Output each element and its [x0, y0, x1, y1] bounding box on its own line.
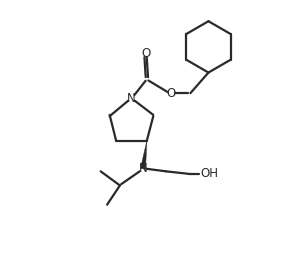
Text: N: N	[139, 162, 147, 175]
Text: OH: OH	[201, 167, 219, 180]
Text: O: O	[141, 47, 150, 60]
Text: O: O	[167, 87, 176, 100]
Polygon shape	[140, 141, 147, 169]
Text: N: N	[127, 92, 136, 105]
